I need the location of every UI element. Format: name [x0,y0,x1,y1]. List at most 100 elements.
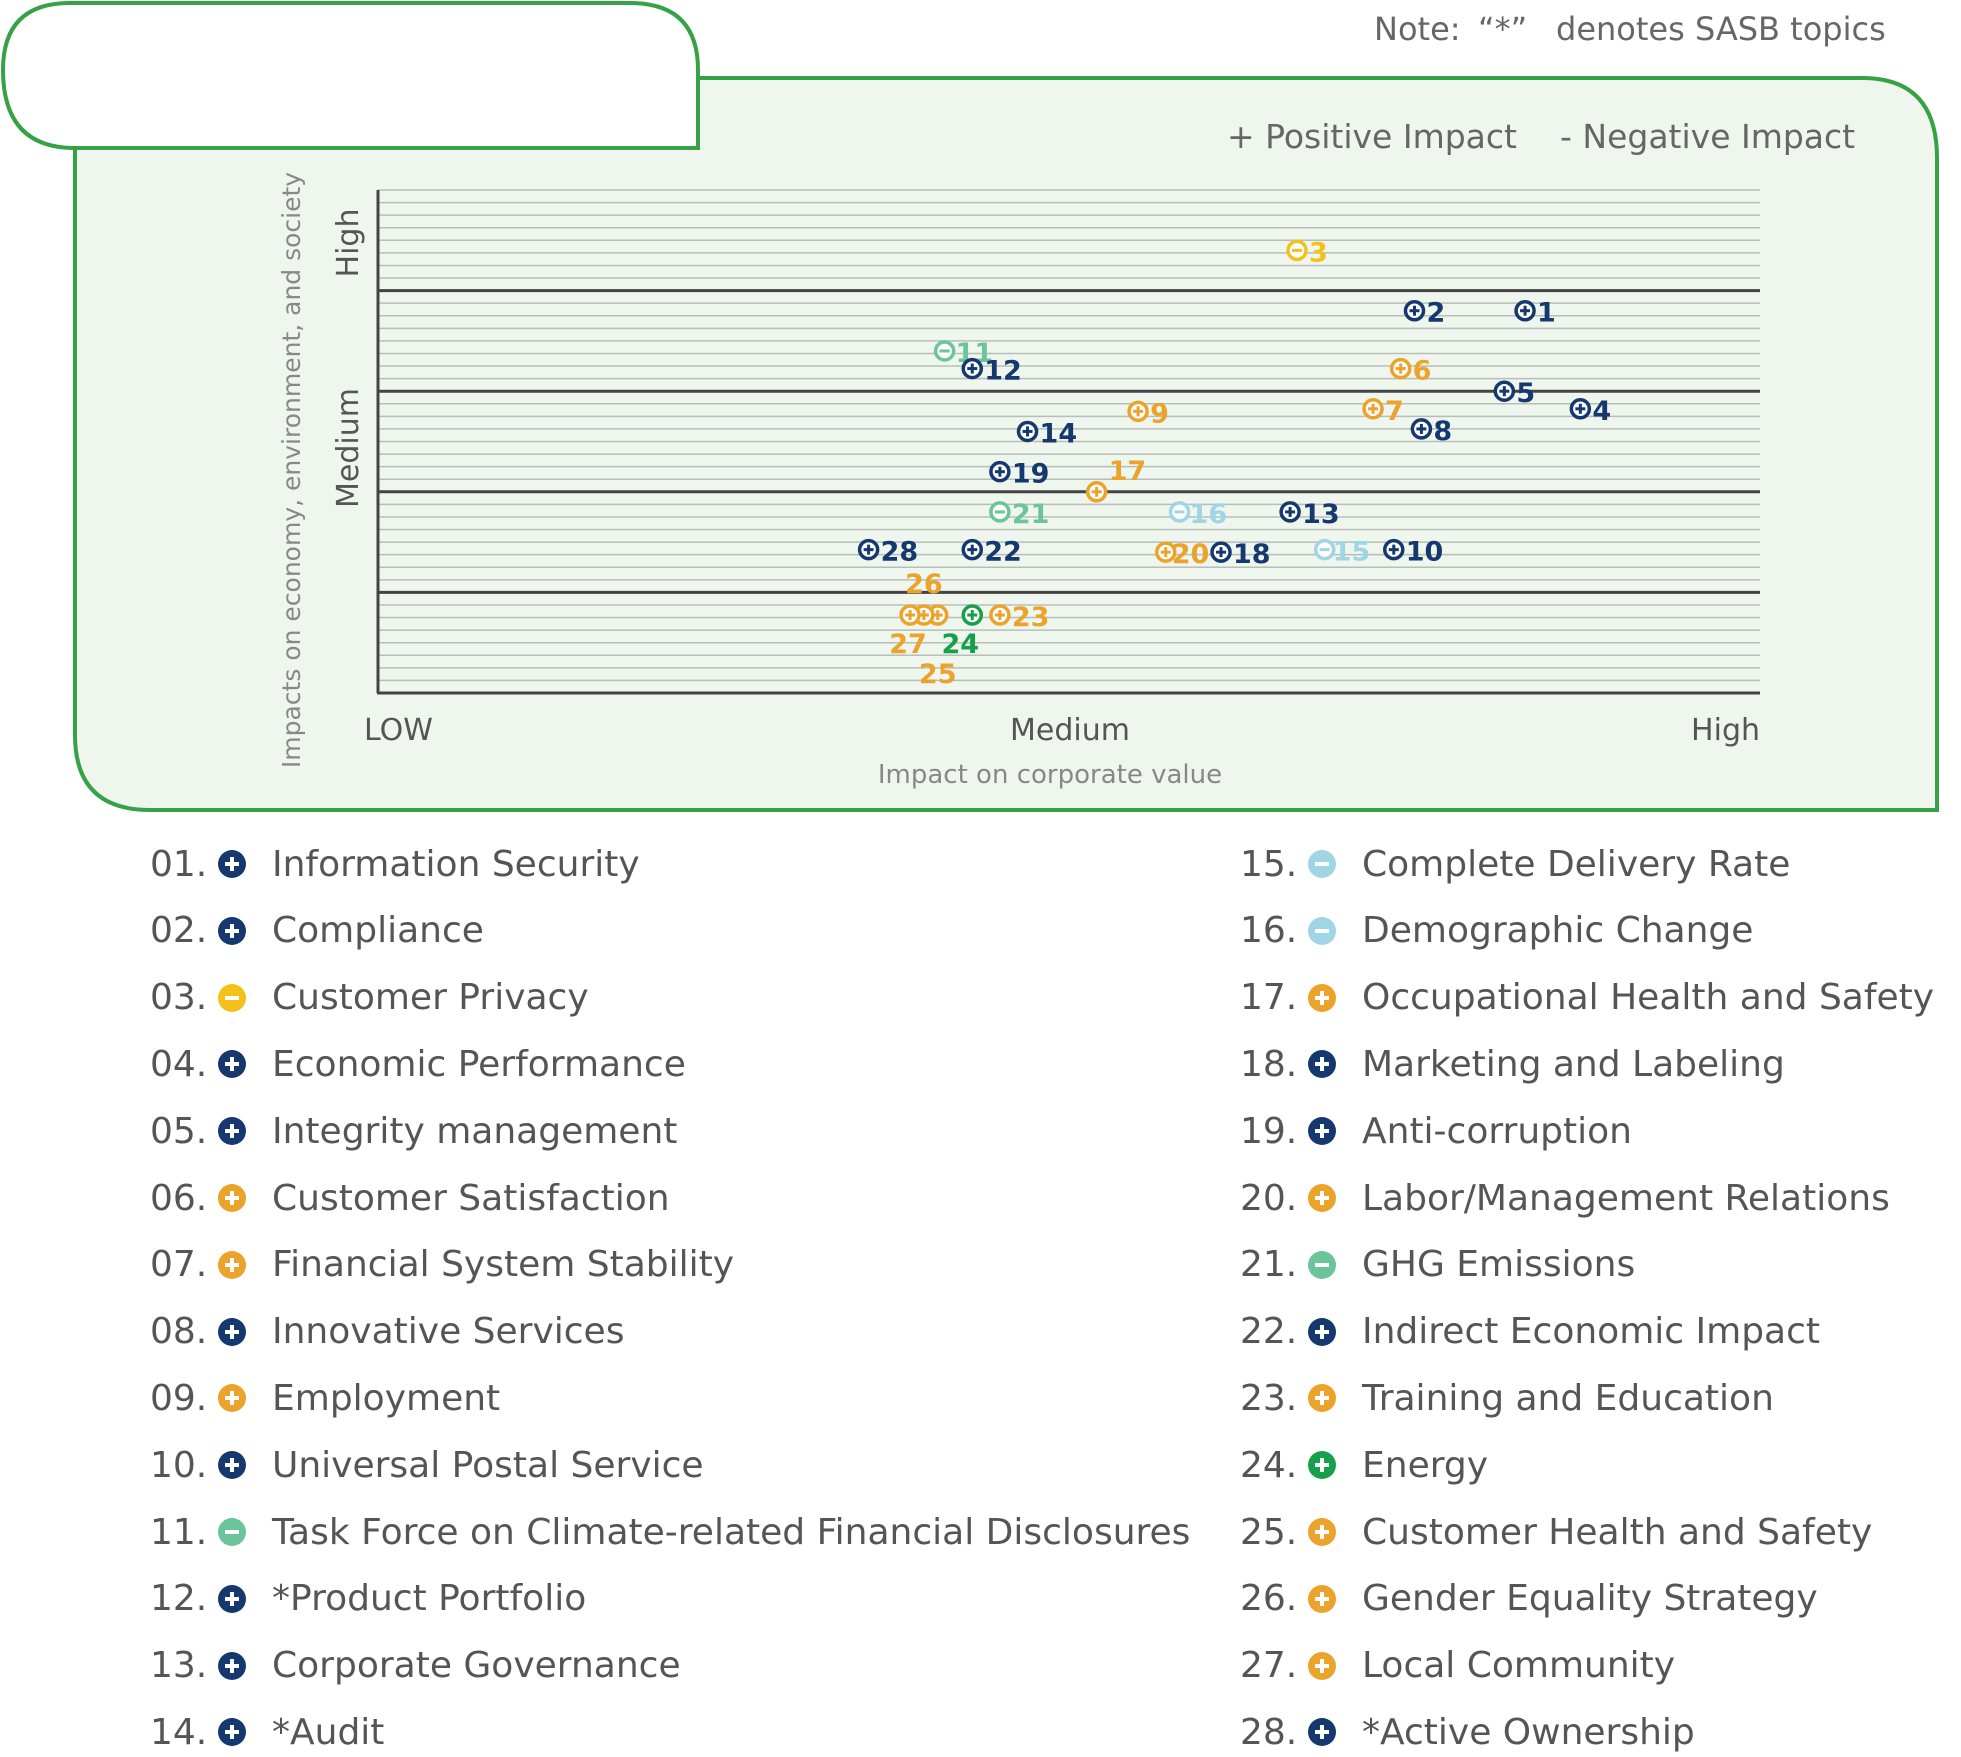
point-label: 16 [1190,499,1228,530]
point-label: 5 [1516,378,1535,409]
note-prefix: Note: [1374,10,1461,48]
legend-item: 07. Financial System Stability [150,1240,734,1290]
point-6: 6 [1389,356,1432,387]
legend-item: 16. Demographic Change [1240,906,1753,956]
legend-item: 13. Corporate Governance [150,1641,681,1691]
point-label: 9 [1150,398,1169,429]
point-21: 21 [989,499,1049,530]
plus-circle-icon [1308,1384,1336,1413]
legend-number: 21. [1240,1244,1298,1286]
point-label: 2 [1427,298,1446,329]
point-8: 8 [1410,416,1452,447]
point-label: 19 [1012,459,1050,490]
legend-label: Compliance [272,910,484,952]
point-label: 25 [919,659,957,690]
plus-circle-icon [1308,1317,1336,1346]
legend-number: 24. [1240,1444,1298,1486]
legend-number: 03. [150,977,208,1019]
minus-circle-icon [1308,1250,1336,1279]
plus-circle-icon [1308,1584,1336,1613]
legend-label: Integrity management [272,1110,678,1152]
plus-circle-icon [218,1718,246,1747]
point-label: 4 [1592,396,1611,427]
legend-item: 11. Task Force on Climate-related Financi… [150,1507,1190,1557]
legend-item: 09. Employment [150,1373,500,1423]
point-7: 7 [1362,396,1404,427]
plus-circle-icon [218,916,246,945]
legend-label: Gender Equality Strategy [1362,1578,1818,1620]
legend-number: 12. [150,1578,208,1620]
legend-number: 26. [1240,1578,1298,1620]
plus-circle-icon [1308,1117,1336,1146]
legend-item: 10. Universal Postal Service [150,1440,704,1490]
chart-title-tab [0,0,700,150]
point-26: 26 [905,569,943,626]
legend-item: 19. Anti-corruption [1240,1106,1632,1156]
legend-item: 12. *Product Portfolio [150,1574,586,1624]
legend-label: Indirect Economic Impact [1362,1311,1821,1353]
legend-label: Universal Postal Service [272,1444,704,1486]
point-label: 28 [881,537,919,568]
legend-item: 03. Customer Privacy [150,973,589,1023]
legend-number: 18. [1240,1043,1298,1085]
point-label: 18 [1233,539,1271,570]
note-mark: “*” [1478,10,1527,48]
point-label: 6 [1413,356,1432,387]
legend-number: 05. [150,1110,208,1152]
point-12: 12 [961,356,1022,387]
legend-left: 01. Information Security 02. Compliance 03. C… [150,839,1190,1753]
minus-circle-icon [1308,850,1336,878]
legend-number: 17. [1240,977,1298,1019]
plus-circle-icon [218,1384,246,1413]
point-22: 22 [961,537,1022,568]
plus-circle-icon [1308,1718,1336,1747]
legend-number: 13. [150,1645,208,1687]
point-28: 28 [857,537,919,568]
legend-item: 18. Marketing and Labeling [1240,1039,1785,1089]
point-19: 19 [989,459,1050,490]
legend-item: 04. Economic Performance [150,1039,686,1089]
point-label: 26 [905,569,943,600]
legend-label: Energy [1362,1444,1489,1486]
positive-impact-legend: + Positive Impact [1227,117,1517,156]
point-23: 23 [989,602,1049,633]
y-axis-label: Impacts on economy, environment, and soc… [277,172,306,768]
legend-label: Information Security [272,843,640,885]
plus-circle-icon [218,1117,246,1146]
legend-label: Economic Performance [272,1043,686,1085]
plus-circle-icon [1308,1451,1336,1480]
minus-circle-icon [218,1518,246,1546]
legend-number: 10. [150,1444,208,1486]
point-15: 15 [1313,537,1370,568]
point-10: 10 [1383,537,1443,568]
legend-label: Customer Satisfaction [272,1177,670,1219]
point-label: 1 [1537,298,1556,329]
legend-item: 26. Gender Equality Strategy [1240,1574,1818,1624]
point-9: 9 [1127,398,1169,429]
point-1: 1 [1514,298,1556,329]
legend-number: 08. [150,1311,208,1353]
legend-label: GHG Emissions [1362,1244,1636,1286]
point-label: 7 [1385,396,1404,427]
minus-circle-icon [218,983,246,1012]
legend-number: 20. [1240,1177,1298,1219]
point-27: 27 [889,604,927,660]
legend-number: 14. [150,1711,208,1753]
point-label: 3 [1309,237,1328,268]
negative-impact-legend: - Negative Impact [1560,117,1855,156]
plus-circle-icon [218,1584,246,1613]
point-label: 12 [984,356,1022,387]
x-tick-label: LOW [364,713,433,748]
point-label: 20 [1172,539,1210,570]
legend-label: Training and Education [1362,1377,1774,1419]
plus-circle-icon [218,1250,246,1279]
legend-item: 02. Compliance [150,906,484,956]
legend-item: 22. Indirect Economic Impact [1240,1307,1820,1357]
chart-ticks: LOW Medium High High Medium [331,209,1760,748]
legend-item: 20. Labor/Management Relations [1240,1173,1890,1223]
legend-label: Demographic Change [1362,910,1754,952]
note-text: denotes SASB topics [1556,10,1886,48]
point-5: 5 [1493,378,1535,409]
point-2: 2 [1403,298,1446,329]
data-points: 1234567891011121314151617181920212223242… [857,237,1611,690]
